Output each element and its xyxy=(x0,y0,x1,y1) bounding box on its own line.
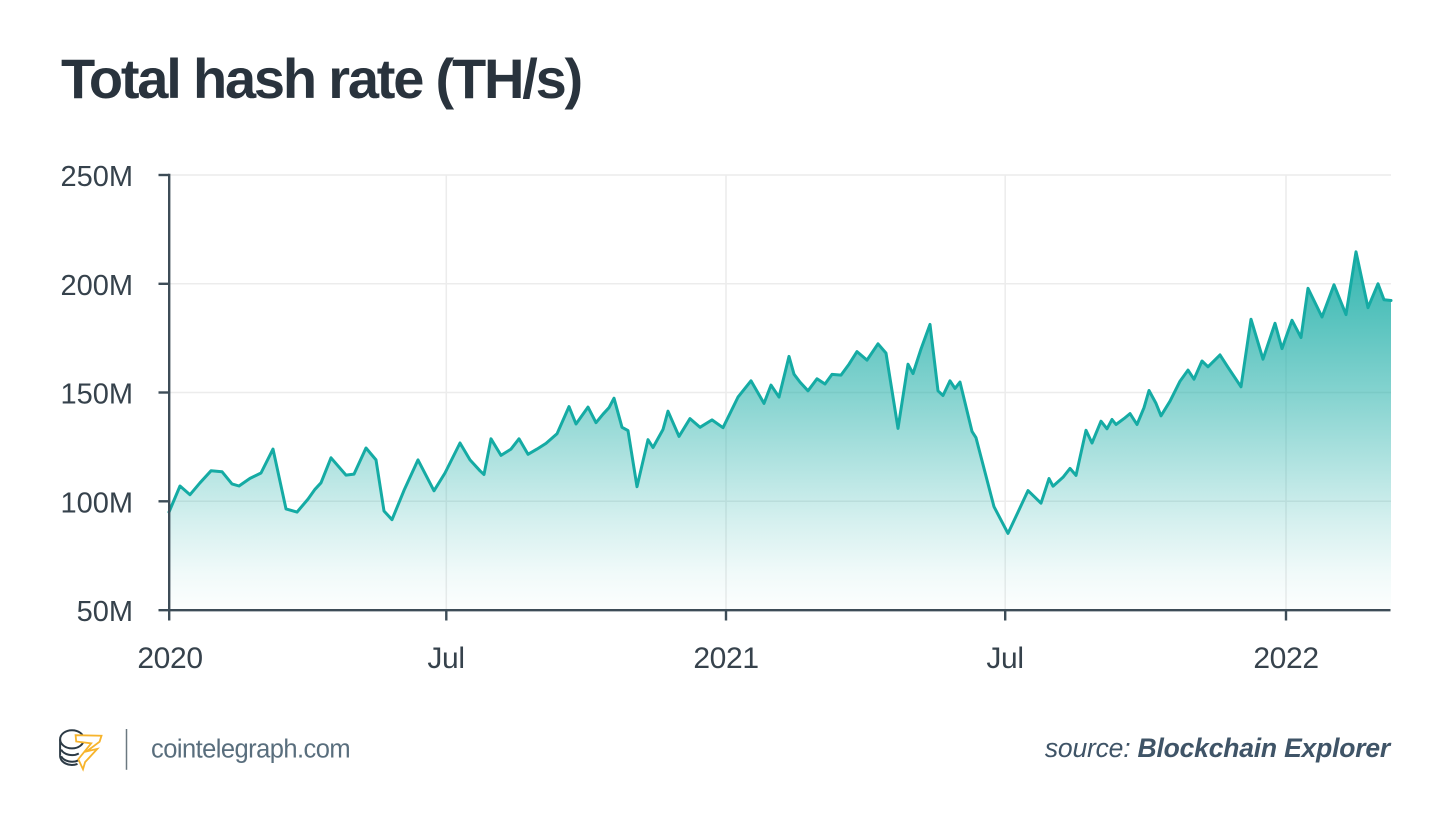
svg-text:cointelegraph.com: cointelegraph.com xyxy=(151,736,350,764)
svg-text:50M: 50M xyxy=(77,596,133,628)
svg-text:100M: 100M xyxy=(60,487,133,519)
svg-text:200M: 200M xyxy=(60,270,133,302)
svg-text:Jul: Jul xyxy=(986,642,1023,675)
svg-text:250M: 250M xyxy=(60,161,133,193)
svg-text:2020: 2020 xyxy=(137,642,202,675)
svg-text:source: Blockchain Explorer: source: Blockchain Explorer xyxy=(1045,733,1392,763)
svg-text:2021: 2021 xyxy=(693,642,758,675)
svg-text:Jul: Jul xyxy=(427,642,464,675)
svg-text:Total hash rate (TH/s): Total hash rate (TH/s) xyxy=(61,47,581,110)
svg-text:150M: 150M xyxy=(60,379,133,411)
svg-text:2022: 2022 xyxy=(1253,642,1318,675)
